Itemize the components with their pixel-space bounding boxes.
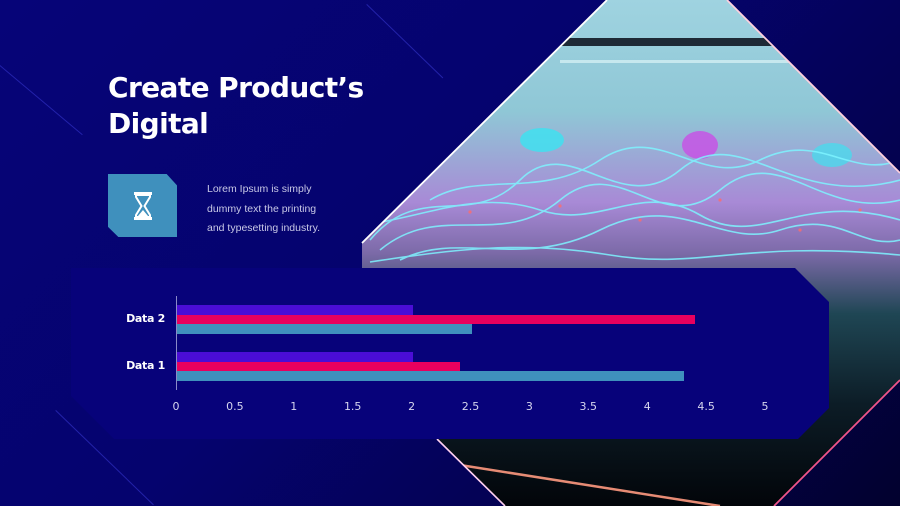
x-tick-label: 4.5 xyxy=(697,400,715,413)
x-tick-label: 5 xyxy=(761,400,769,413)
chart-panel: Data 2 Data 1 0 0.5 1 1.5 2 2.5 3 3.5 4 4.5 5 xyxy=(71,268,829,439)
bar-data-2-series-1 xyxy=(177,305,413,315)
x-tick-label: 4 xyxy=(643,400,651,413)
bar-data-2-series-2 xyxy=(177,314,696,324)
title-line-2: Digital xyxy=(108,107,209,140)
description-line: and typesetting industry. xyxy=(207,222,321,234)
bar-data-2-series-3 xyxy=(177,324,472,334)
category-label: Data 2 xyxy=(126,312,165,325)
y-axis-line xyxy=(176,296,177,390)
x-tick-label: 2 xyxy=(408,400,416,413)
slide-title: Create Product’s Digital xyxy=(108,70,364,142)
x-tick-label: 1 xyxy=(290,400,298,413)
x-tick-label: 0 xyxy=(172,400,180,413)
category-label: Data 1 xyxy=(126,359,165,372)
feature-description: Lorem Ipsum is simply dummy text the pri… xyxy=(207,180,357,239)
x-tick-label: 3.5 xyxy=(579,400,598,413)
description-line: Lorem Ipsum is simply xyxy=(207,183,312,195)
bar-data-1-series-3 xyxy=(177,371,684,381)
feature-icon-box xyxy=(108,174,177,237)
x-tick-label: 0.5 xyxy=(226,400,244,413)
title-line-1: Create Product’s xyxy=(108,71,364,104)
bar-data-1-series-1 xyxy=(177,352,413,362)
hourglass-icon xyxy=(133,191,152,220)
x-tick-label: 3 xyxy=(525,400,533,413)
bar-data-1-series-2 xyxy=(177,361,460,371)
bar-chart: Data 2 Data 1 0 0.5 1 1.5 2 2.5 3 3.5 4 4.5 5 xyxy=(71,268,829,439)
x-tick-label: 2.5 xyxy=(461,400,480,413)
description-line: dummy text the printing xyxy=(207,202,317,215)
x-tick-label: 1.5 xyxy=(343,400,362,413)
